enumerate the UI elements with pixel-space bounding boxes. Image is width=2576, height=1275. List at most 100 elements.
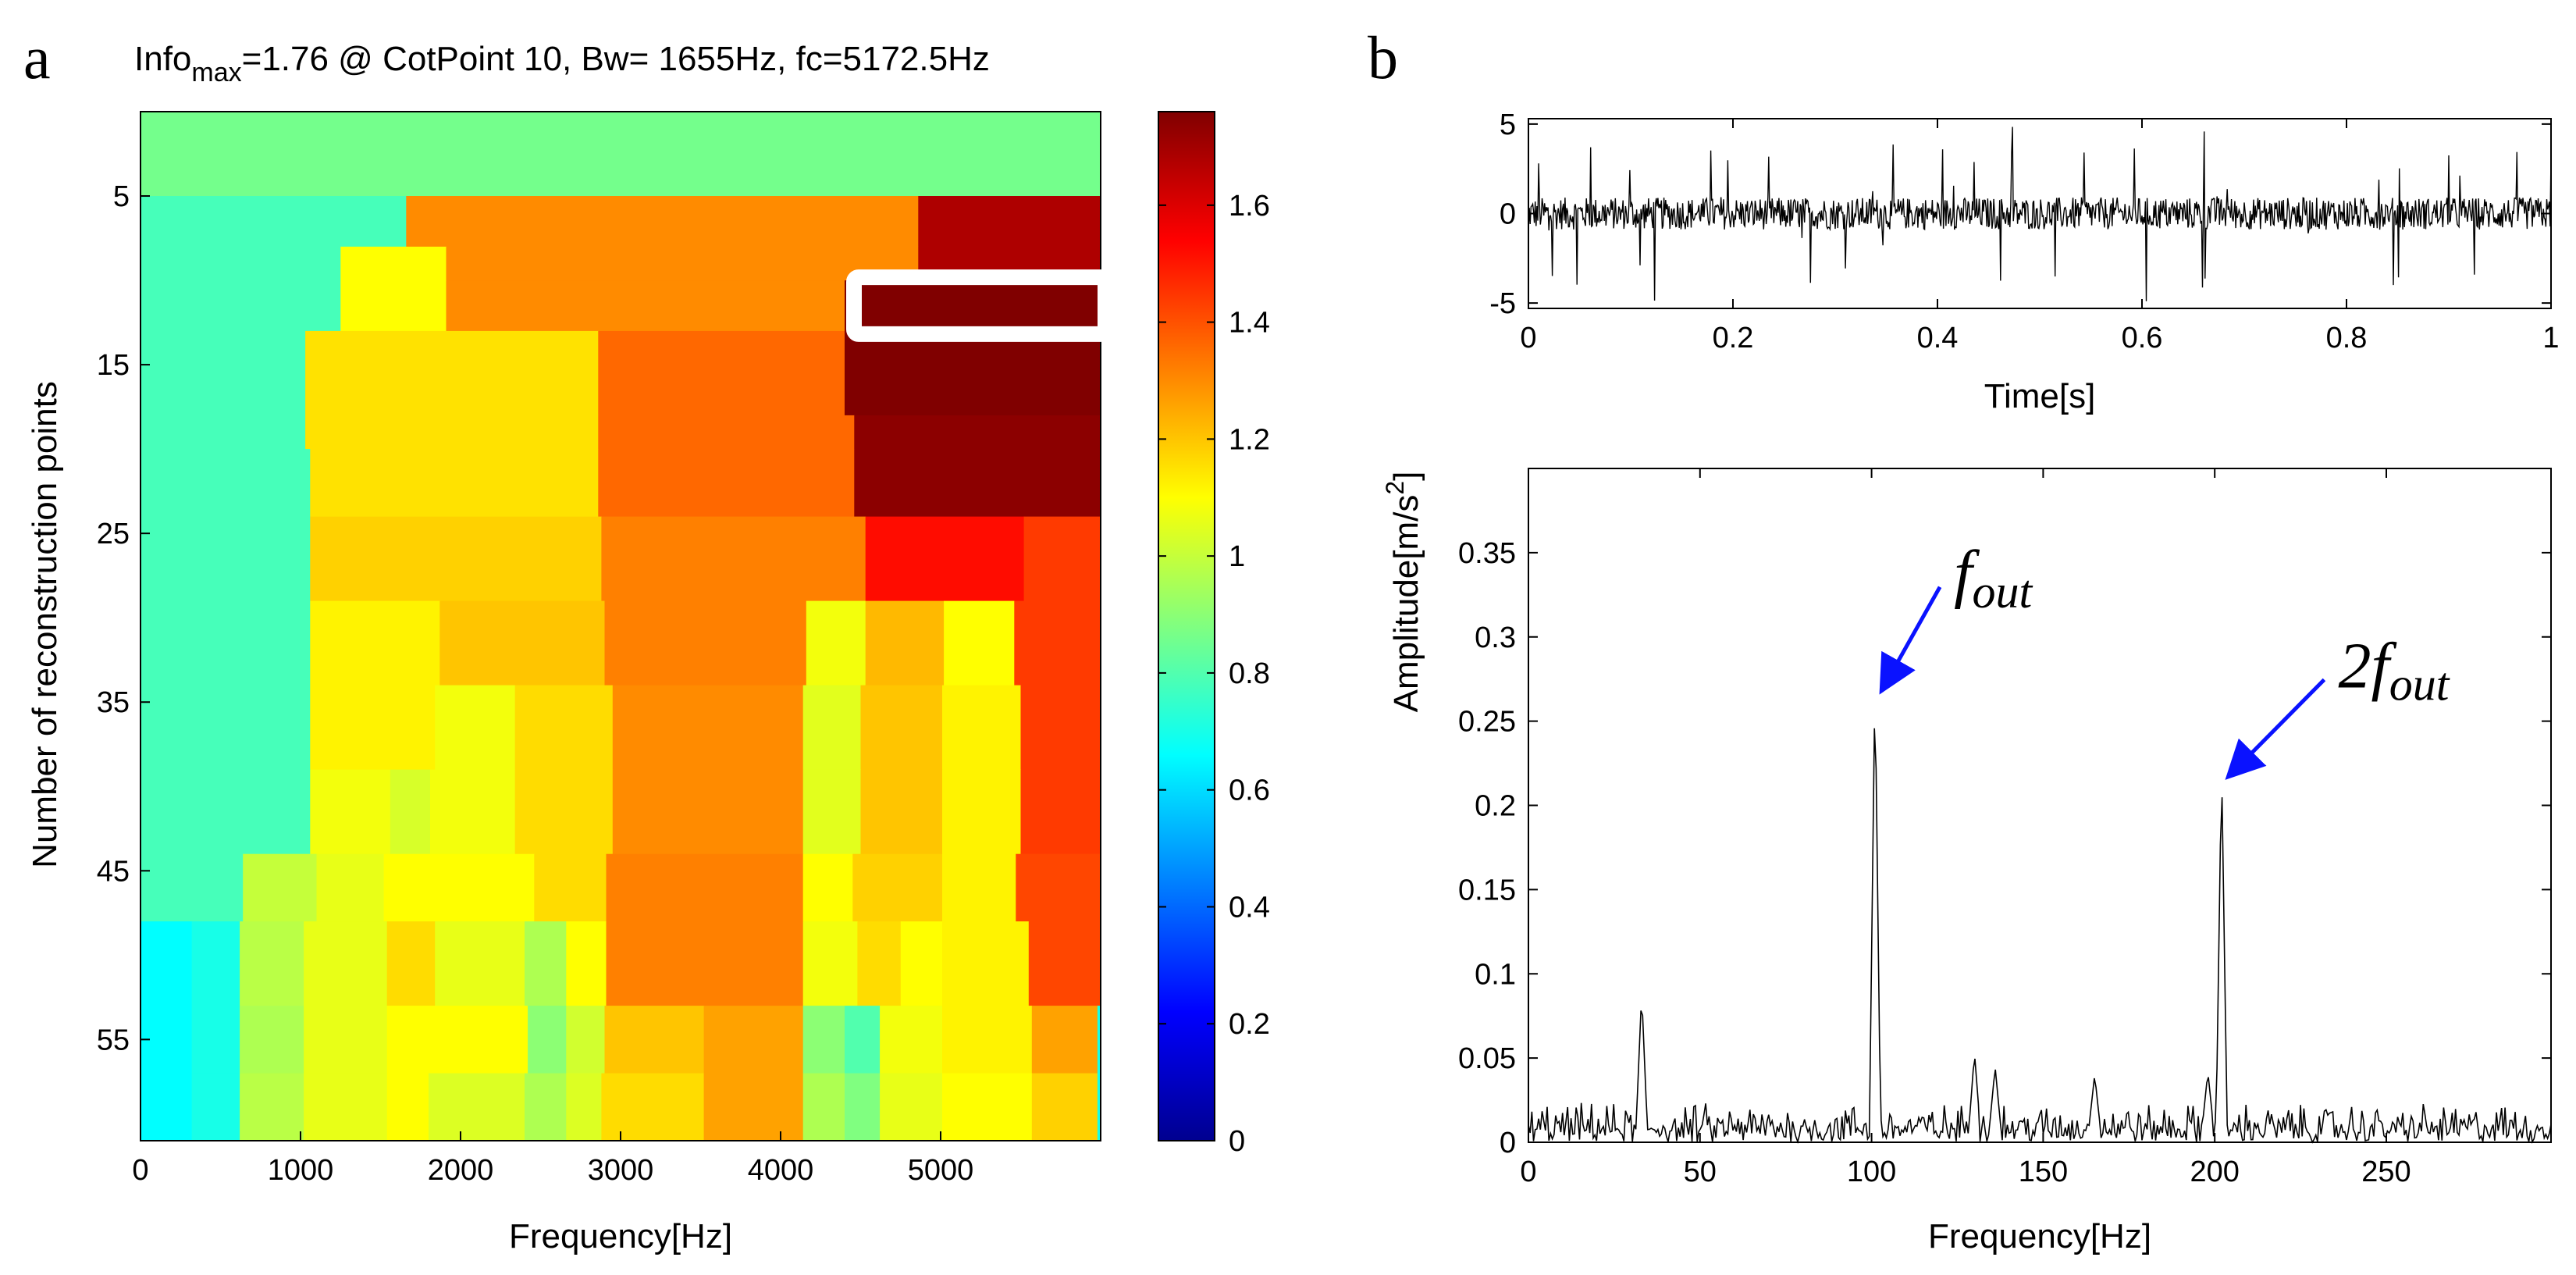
heatmap-cell bbox=[845, 330, 1101, 416]
heatmap-cell bbox=[191, 921, 240, 1006]
x-tick-label: 250 bbox=[2361, 1156, 2411, 1188]
heatmap-cell bbox=[854, 415, 1101, 450]
x-tick-label: 5000 bbox=[908, 1154, 974, 1187]
heatmap-cell bbox=[845, 1073, 881, 1141]
heatmap-cell bbox=[191, 1006, 240, 1074]
y-tick-label: 55 bbox=[97, 1024, 130, 1056]
heatmap-cell bbox=[612, 769, 804, 855]
heatmap-cell bbox=[141, 600, 311, 686]
max-info-highlight-box bbox=[846, 269, 1113, 342]
colorbar-tick-label: 1 bbox=[1229, 540, 1245, 573]
heatmap-cell bbox=[845, 280, 1101, 332]
colorbar-tick-label: 0.4 bbox=[1229, 891, 1270, 924]
spectrum-x-ticks: 0 50 100 150 200 250 bbox=[1520, 468, 2411, 1188]
x-tick-label: 0 bbox=[1520, 322, 1536, 354]
heatmap-cell bbox=[1097, 1006, 1101, 1074]
heatmap-cell bbox=[1020, 685, 1101, 771]
heatmap-cell bbox=[598, 330, 845, 416]
x-tick-label: 4000 bbox=[748, 1154, 814, 1187]
heatmap-cell bbox=[1023, 516, 1101, 602]
heatmap-cell bbox=[802, 769, 862, 855]
y-tick-label: 15 bbox=[97, 349, 130, 382]
heatmap-cell bbox=[240, 921, 304, 1006]
heatmap-cell bbox=[305, 330, 599, 416]
heatmap-cell bbox=[606, 853, 804, 922]
x-tick-label: 0 bbox=[1520, 1156, 1536, 1188]
heatmap-cell bbox=[141, 246, 341, 281]
heatmap-cell bbox=[141, 112, 1101, 197]
heatmap-cell bbox=[1031, 1073, 1098, 1141]
heatmap-cell bbox=[304, 1006, 388, 1074]
heatmap-y-label: Number of reconstruction points bbox=[26, 381, 64, 868]
heatmap-cells bbox=[141, 112, 1101, 1141]
heatmap-cell bbox=[942, 1006, 1033, 1074]
x-tick-label: 0.6 bbox=[2122, 322, 2163, 354]
heatmap-cell bbox=[942, 769, 1022, 855]
heatmap-cell bbox=[860, 685, 943, 771]
spectrum-y-label: Amplitude[m/s2] bbox=[1381, 472, 1425, 713]
x-tick-label: 50 bbox=[1684, 1156, 1717, 1188]
panel-label-b: b bbox=[1368, 23, 1398, 91]
colorbar-tick-label: 1.6 bbox=[1229, 190, 1270, 223]
spectrum-y-label-end: ] bbox=[1387, 472, 1425, 481]
heatmap-cell bbox=[865, 600, 945, 686]
x-tick-label: 100 bbox=[1847, 1156, 1896, 1188]
colorbar-tick-label: 0.2 bbox=[1229, 1008, 1270, 1041]
y-tick-label: 45 bbox=[97, 855, 130, 888]
title-rest: =1.76 @ CotPoint 10, Bw= 1655Hz, fc=5172… bbox=[242, 40, 990, 78]
heatmap-cell bbox=[601, 1073, 705, 1141]
y-tick-label: 0.3 bbox=[1475, 621, 1516, 654]
heatmap-cell bbox=[310, 449, 599, 518]
heatmap-cell bbox=[141, 685, 311, 771]
heatmap-cell bbox=[606, 921, 804, 1006]
heatmap-cell bbox=[386, 1073, 429, 1141]
heatmap-cell bbox=[141, 769, 311, 855]
y-tick-label: 0.25 bbox=[1458, 706, 1516, 739]
heatmap-cell bbox=[446, 280, 845, 332]
spectrum-x-label: Frequency[Hz] bbox=[1928, 1217, 2151, 1255]
time-signal-chart: 0 0.2 0.4 0.6 0.8 1 -505 Time[s] bbox=[1489, 109, 2559, 415]
heatmap-cell bbox=[566, 921, 607, 1006]
heatmap-cell bbox=[340, 280, 447, 332]
heatmap-y-ticks: 5 15 25 35 45 55 bbox=[97, 180, 150, 1056]
y-tick-label: 0.1 bbox=[1475, 958, 1516, 991]
x-tick-label: 1 bbox=[2542, 322, 2559, 354]
heatmap-cell bbox=[525, 1073, 567, 1141]
heatmap-cell bbox=[141, 516, 311, 602]
spectrum-y-label-main: Amplitude[m/s bbox=[1387, 495, 1425, 713]
heatmap-cell bbox=[305, 415, 599, 450]
heatmap-cell bbox=[141, 196, 407, 248]
heatmap-cell bbox=[310, 769, 391, 855]
heatmap-title: Infomax=1.76 @ CotPoint 10, Bw= 1655Hz, … bbox=[134, 40, 990, 87]
heatmap-cell bbox=[865, 516, 1025, 602]
heatmap-cell bbox=[1031, 1006, 1098, 1074]
heatmap-cell bbox=[1028, 921, 1101, 1006]
y-tick-label: 0 bbox=[1500, 1127, 1516, 1159]
heatmap-cell bbox=[534, 853, 607, 922]
heatmap-cell bbox=[383, 853, 535, 922]
heatmap-cell bbox=[514, 685, 614, 771]
heatmap-cell bbox=[598, 415, 855, 450]
x-tick-label: 0.4 bbox=[1917, 322, 1959, 354]
heatmap-cell bbox=[942, 853, 1016, 922]
heatmap-cell bbox=[598, 449, 855, 518]
time-x-ticks: 0 0.2 0.4 0.6 0.8 1 bbox=[1520, 119, 2560, 354]
heatmap-cell bbox=[900, 921, 943, 1006]
heatmap-cell bbox=[802, 1073, 845, 1141]
heatmap-cell bbox=[703, 1073, 804, 1141]
heatmap-cell bbox=[390, 769, 431, 855]
heatmap-cell bbox=[802, 1006, 845, 1074]
time-y-ticks: -5 0 5 bbox=[1489, 109, 2551, 320]
heatmap-cell bbox=[1097, 1073, 1101, 1141]
colorbar-tick-label: 0 bbox=[1229, 1125, 1245, 1158]
x-tick-label: 1000 bbox=[268, 1154, 334, 1187]
heatmap-cell bbox=[604, 1006, 705, 1074]
heatmap-cell bbox=[802, 685, 862, 771]
spectrum-plot-frame bbox=[1528, 468, 2552, 1143]
y-tick-label: 35 bbox=[97, 686, 130, 719]
time-x-label: Time[s] bbox=[1984, 377, 2096, 415]
heatmap-cell bbox=[942, 921, 1030, 1006]
heatmap-cell bbox=[514, 769, 614, 855]
heatmap-cell bbox=[435, 685, 516, 771]
heatmap-cell bbox=[1016, 853, 1101, 922]
